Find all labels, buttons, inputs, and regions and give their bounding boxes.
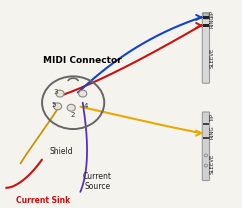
Text: RING: RING	[210, 14, 215, 28]
Text: SLEEVE: SLEEVE	[210, 48, 215, 68]
Text: TIP: TIP	[210, 11, 215, 19]
Text: MIDI Connector: MIDI Connector	[43, 56, 122, 65]
Text: 5: 5	[52, 102, 56, 108]
Circle shape	[67, 104, 75, 111]
Bar	[203, 137, 209, 139]
Text: SLEEVE: SLEEVE	[210, 153, 215, 174]
Bar	[203, 16, 209, 19]
Circle shape	[53, 103, 62, 110]
Bar	[203, 123, 209, 125]
Text: 2: 2	[70, 112, 75, 118]
Text: TIP: TIP	[210, 114, 215, 122]
Circle shape	[56, 90, 64, 97]
Text: Current
Source: Current Source	[83, 172, 112, 191]
Circle shape	[79, 90, 87, 97]
Text: Shield: Shield	[49, 147, 73, 156]
Text: RING: RING	[210, 125, 215, 139]
FancyBboxPatch shape	[204, 13, 208, 19]
FancyBboxPatch shape	[202, 13, 210, 83]
Text: 3: 3	[54, 89, 58, 95]
Text: Current Sink: Current Sink	[16, 196, 70, 205]
Text: 4: 4	[84, 103, 89, 109]
FancyBboxPatch shape	[202, 112, 210, 181]
Bar	[203, 24, 209, 27]
